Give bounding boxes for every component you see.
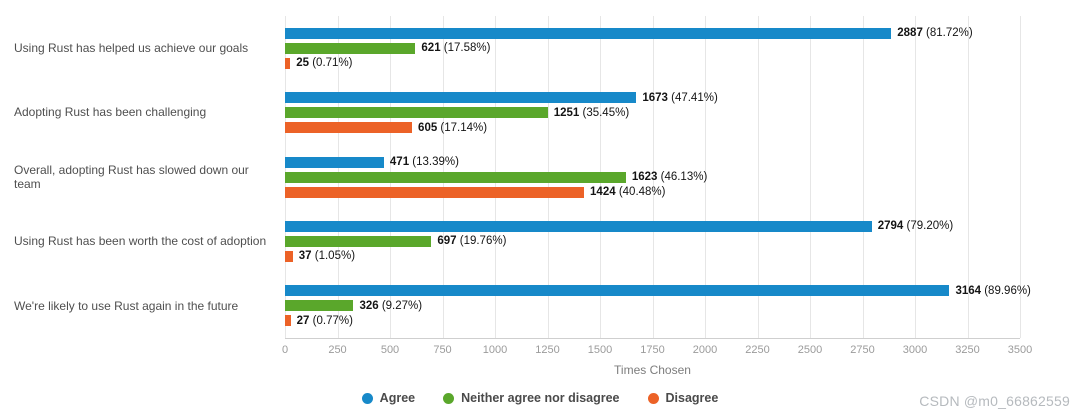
x-tick-label: 750 <box>433 344 452 356</box>
legend-dot-icon <box>361 392 373 404</box>
x-tick-label: 1250 <box>535 344 560 356</box>
x-tick-label: 3500 <box>1007 344 1033 356</box>
bar-disagree[interactable] <box>285 250 293 262</box>
gridline <box>1020 16 1021 338</box>
x-axis-title: Times Chosen <box>614 363 691 377</box>
legend-label: Disagree <box>665 391 719 405</box>
bar-value-label: 471 (13.39%) <box>389 156 459 169</box>
bar-value-label: 1251 (35.45%) <box>553 106 630 119</box>
legend-item-disagree[interactable]: Disagree <box>647 391 719 405</box>
x-axis: 0 250 500 750 1000 1250 1500 1750 2000 2250 2500 27… <box>281 344 1032 358</box>
bar-value-label: 621 (17.58%) <box>421 42 491 55</box>
bar-row: 37 (1.05%) <box>285 250 1020 263</box>
bar-row: 326 (9.27%) <box>285 299 1020 312</box>
bar-agree[interactable] <box>285 92 637 104</box>
category-label: Overall, adopting Rust has slowed down o… <box>14 162 249 192</box>
bar-group: 2794 (79.20%) 697 (19.76%) 37 (1.05%) <box>285 209 1020 273</box>
bar-value-label: 2794 (79.20%) <box>877 220 954 233</box>
gridline <box>810 16 811 338</box>
bar-neither[interactable] <box>285 300 354 312</box>
legend-label: Neither agree nor disagree <box>461 391 620 405</box>
bar-value-label: 27 (0.77%) <box>296 314 353 327</box>
bar-value-label: 1673 (47.41%) <box>642 91 718 104</box>
bar-value-label: 1623 (46.13%) <box>631 171 708 184</box>
bar-row: 471 (13.39%) <box>285 156 1020 169</box>
bar-disagree[interactable] <box>285 57 291 69</box>
category-label: Using Rust has helped us achieve our goa… <box>14 41 249 55</box>
bar-group: 3164 (89.96%) 326 (9.27%) 27 (0.77%) <box>285 274 1031 338</box>
bar-value-label: 2887 (81.72%) <box>897 27 973 40</box>
bar-neither[interactable] <box>285 42 416 54</box>
bar-agree[interactable] <box>285 285 950 297</box>
gridline <box>967 16 969 338</box>
bar-value-label: 326 (9.27%) <box>359 299 423 312</box>
bar-row: 2887 (81.72%) <box>285 27 1020 40</box>
bar-row: 25 (0.71%) <box>285 57 1020 70</box>
x-tick-label: 2000 <box>692 344 718 356</box>
bar-row: 2794 (79.20%) <box>285 220 1020 233</box>
bar-groups: 2887 (81.72%) 621 (17.58%) 25 (0.71%) 1673 … <box>285 16 1031 338</box>
bar-row: 1623 (46.13%) <box>285 171 1020 184</box>
bar-neither[interactable] <box>285 235 432 247</box>
bar-value-label: 605 (17.14%) <box>418 121 488 134</box>
gridline <box>862 16 864 338</box>
plot-area: 2887 (81.72%) 621 (17.58%) 25 (0.71%) 1673 … <box>285 16 1031 339</box>
legend-dot-icon <box>443 392 455 404</box>
watermark: CSDN @m0_66862559 <box>919 393 1070 409</box>
bar-value-label: 37 (1.05%) <box>298 250 356 263</box>
bar-row: 1251 (35.45%) <box>285 106 1020 119</box>
category-label: Adopting Rust has been challenging <box>14 105 207 120</box>
legend-label: Agree <box>379 391 416 405</box>
bar-row: 1424 (40.48%) <box>285 186 1020 199</box>
bar-value-label: 697 (19.76%) <box>437 235 507 248</box>
x-tick-label: 2750 <box>850 344 875 356</box>
legend-item-agree[interactable]: Agree <box>361 391 416 405</box>
legend: Agree Neither agree nor disagree Disagree <box>0 391 1080 405</box>
x-tick-label: 2500 <box>797 344 823 356</box>
bar-group: 2887 (81.72%) 621 (17.58%) 25 (0.71%) <box>285 16 1020 80</box>
gridline <box>915 16 916 338</box>
bar-agree[interactable] <box>285 27 892 39</box>
gridline <box>652 16 654 338</box>
x-tick-label: 3250 <box>955 344 980 356</box>
bar-disagree[interactable] <box>285 122 413 134</box>
category-label: We're likely to use Rust again in the fu… <box>14 298 239 313</box>
x-tick-label: 500 <box>380 344 400 356</box>
bar-row: 605 (17.14%) <box>285 121 1020 134</box>
gridline <box>705 16 706 338</box>
legend-dot-icon <box>647 392 659 404</box>
bar-disagree[interactable] <box>285 315 291 327</box>
bar-agree[interactable] <box>285 220 872 232</box>
bar-value-label: 1424 (40.48%) <box>590 186 666 199</box>
bar-disagree[interactable] <box>285 186 585 198</box>
gridline <box>757 16 759 338</box>
bar-group: 471 (13.39%) 1623 (46.13%) 1424 (40.48%) <box>285 145 1020 209</box>
bar-row: 621 (17.58%) <box>285 42 1020 55</box>
bar-row: 3164 (89.96%) <box>285 285 1031 297</box>
bar-row: 27 (0.77%) <box>285 314 1020 327</box>
bar-row: 697 (19.76%) <box>285 235 1020 248</box>
x-tick-label: 1750 <box>640 344 665 356</box>
x-tick-label: 0 <box>281 344 289 356</box>
bar-row: 1673 (47.41%) <box>285 91 1020 104</box>
bar-group: 1673 (47.41%) 1251 (35.45%) 605 (17.14%) <box>285 80 1020 144</box>
bar-agree[interactable] <box>285 156 384 168</box>
x-tick-label: 1000 <box>482 344 508 356</box>
bar-neither[interactable] <box>285 171 626 183</box>
bar-value-label: 25 (0.71%) <box>296 57 353 70</box>
x-tick-label: 1500 <box>587 344 613 356</box>
category-labels: Using Rust has helped us achieve our goa… <box>0 16 272 338</box>
bar-neither[interactable] <box>285 107 548 119</box>
category-label: Using Rust has been worth the cost of ad… <box>14 234 267 249</box>
legend-item-neither[interactable]: Neither agree nor disagree <box>443 391 620 405</box>
x-tick-label: 3000 <box>902 344 928 356</box>
x-tick-label: 250 <box>328 344 347 356</box>
bar-value-label: 3164 (89.96%) <box>955 284 1031 297</box>
x-tick-label: 2250 <box>745 344 770 356</box>
